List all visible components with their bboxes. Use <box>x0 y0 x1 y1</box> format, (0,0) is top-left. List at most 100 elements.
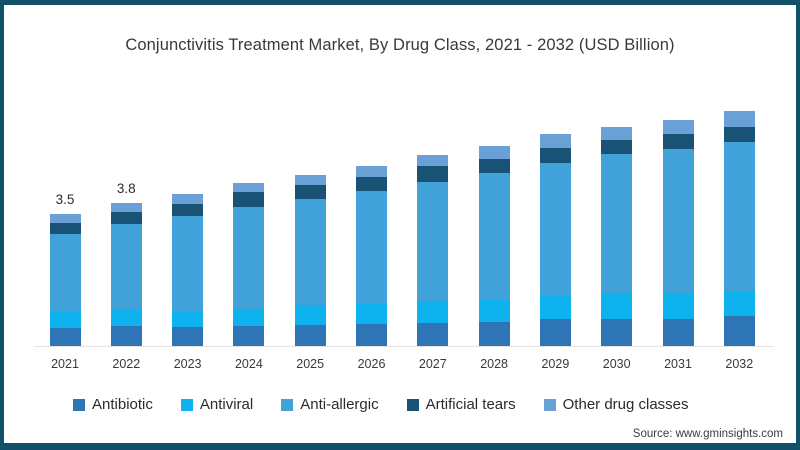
x-tick-2028: 2028 <box>480 357 508 371</box>
bar-segment-2021-artificial-tears <box>49 223 81 234</box>
bar-segment-2027-other-drug-classes <box>417 154 449 166</box>
legend-label: Artificial tears <box>425 396 516 413</box>
source-note: Source: www.gminsights.com <box>632 428 783 440</box>
bar-segment-2026-anti-allergic <box>356 191 387 304</box>
legend-item-antibiotic: Antibiotic <box>73 396 153 413</box>
x-tick-2029: 2029 <box>541 357 570 371</box>
bar-segment-2030-artificial-tears <box>601 140 633 155</box>
bar-segment-2028-anti-allergic <box>478 173 510 300</box>
chart-title: Conjunctivitis Treatment Market, By Drug… <box>125 36 675 54</box>
bar-segment-2029-antiviral <box>539 296 571 320</box>
bar-segment-2024-anti-allergic <box>233 206 265 309</box>
bar-2030: 2030 <box>601 126 633 371</box>
x-tick-2027: 2027 <box>418 357 447 371</box>
bar-segment-2022-antibiotic <box>110 326 142 346</box>
bar-segment-2028-antiviral <box>478 299 510 322</box>
bar-2027: 2027 <box>417 154 449 371</box>
bar-segment-2022-other-drug-classes <box>110 203 142 212</box>
bar-segment-2030-antiviral <box>601 292 633 319</box>
bar-segment-2032-antiviral <box>723 291 755 316</box>
bar-2031: 2031 <box>662 119 694 371</box>
legend-item-antiviral: Antiviral <box>180 396 254 413</box>
x-tick-2021: 2021 <box>51 357 79 371</box>
data-label-2021: 3.5 <box>55 192 75 208</box>
bar-2021: 3.5 2021 <box>49 192 81 371</box>
x-tick-2030: 2030 <box>602 357 631 371</box>
bar-segment-2023-anti-allergic <box>172 215 204 311</box>
bar-2029: 2029 <box>539 133 571 371</box>
legend-item-other-drug-classes: Other drug classes <box>543 396 689 413</box>
bar-segment-2032-anti-allergic <box>723 141 755 292</box>
bar-segment-2026-other-drug-classes <box>356 166 387 178</box>
bar-segment-2024-antiviral <box>233 308 265 327</box>
bar-segment-2028-antibiotic <box>478 321 510 346</box>
bar-segment-2021-antiviral <box>49 312 81 329</box>
bar-segment-2022-antiviral <box>110 309 142 327</box>
x-tick-2031: 2031 <box>664 357 692 371</box>
bar-segment-2023-antiviral <box>172 310 204 328</box>
x-tick-2022: 2022 <box>112 357 141 371</box>
bar-segment-2031-antiviral <box>662 293 694 319</box>
bar-segment-2030-anti-allergic <box>601 154 633 293</box>
bar-segment-2023-other-drug-classes <box>172 194 204 204</box>
legend: Antibiotic Antiviral Anti-allergic Artifici… <box>73 396 689 413</box>
x-tick-2023: 2023 <box>173 357 202 371</box>
bar-segment-2027-artificial-tears <box>417 165 449 183</box>
bar-segment-2024-antibiotic <box>233 326 265 346</box>
bar-segment-2030-antibiotic <box>601 318 633 346</box>
bar-segment-2026-antibiotic <box>356 324 387 346</box>
bar-segment-2027-antiviral <box>417 301 449 324</box>
bar-segment-2032-artificial-tears <box>723 126 755 142</box>
bar-segment-2021-other-drug-classes <box>49 214 81 224</box>
bar-segment-2029-antibiotic <box>539 319 571 346</box>
bar-segment-2028-artificial-tears <box>478 158 510 174</box>
bar-segment-2031-antibiotic <box>662 318 694 346</box>
bar-segment-2025-anti-allergic <box>294 199 326 306</box>
bar-segment-2024-other-drug-classes <box>233 183 265 193</box>
bar-segment-2032-antibiotic <box>723 315 755 346</box>
bar-segment-2026-antiviral <box>356 303 387 325</box>
bar-segment-2024-artificial-tears <box>233 192 265 207</box>
bar-segment-2025-artificial-tears <box>294 185 326 200</box>
bar-2023: 2023 <box>172 194 204 371</box>
legend-label: Antiviral <box>199 396 254 413</box>
bar-segment-2031-other-drug-classes <box>662 119 694 135</box>
bar-2025: 2025 <box>294 174 326 371</box>
bar-segment-2022-anti-allergic <box>110 224 142 310</box>
x-tick-2032: 2032 <box>725 357 754 371</box>
bar-segment-2029-anti-allergic <box>539 162 571 297</box>
bar-2026: 2026 <box>356 166 387 371</box>
bar-segment-2031-artificial-tears <box>662 134 694 150</box>
bar-segment-2027-anti-allergic <box>417 182 449 302</box>
bar-segment-2023-antibiotic <box>172 327 204 346</box>
legend-swatch-icon <box>73 398 85 411</box>
legend-label: Other drug classes <box>562 396 689 413</box>
bar-segment-2030-other-drug-classes <box>601 126 633 141</box>
bar-segment-2021-antibiotic <box>49 328 81 346</box>
legend-swatch-icon <box>406 398 419 411</box>
legend-swatch-icon <box>180 398 193 411</box>
bar-2032: 2032 <box>723 111 755 371</box>
legend-swatch-icon <box>281 398 294 411</box>
x-tick-2025: 2025 <box>296 357 325 371</box>
bar-segment-2025-antiviral <box>294 305 326 325</box>
bar-segment-2023-artificial-tears <box>172 203 204 216</box>
plot-area: 3.5 2021 3.8 2022 2023 2024 2025 2026 2027 2028 20… <box>34 100 774 371</box>
bar-segment-2032-other-drug-classes <box>723 111 755 127</box>
bar-segment-2021-anti-allergic <box>49 233 81 313</box>
bar-segment-2025-other-drug-classes <box>294 174 326 186</box>
legend-label: Antibiotic <box>92 396 153 413</box>
bar-segment-2028-other-drug-classes <box>478 145 510 159</box>
bar-segment-2029-other-drug-classes <box>539 133 571 148</box>
bar-2028: 2028 <box>478 145 510 371</box>
x-tick-2026: 2026 <box>357 357 386 371</box>
legend-item-artificial-tears: Artificial tears <box>406 396 516 413</box>
bar-segment-2026-artificial-tears <box>356 177 387 192</box>
bar-segment-2025-antibiotic <box>294 324 326 346</box>
bar-segment-2031-anti-allergic <box>662 149 694 294</box>
legend-item-anti-allergic: Anti-allergic <box>281 396 379 413</box>
legend-label: Anti-allergic <box>300 396 379 413</box>
bar-segment-2027-antibiotic <box>417 323 449 346</box>
bar-2022: 3.8 2022 <box>110 181 142 371</box>
